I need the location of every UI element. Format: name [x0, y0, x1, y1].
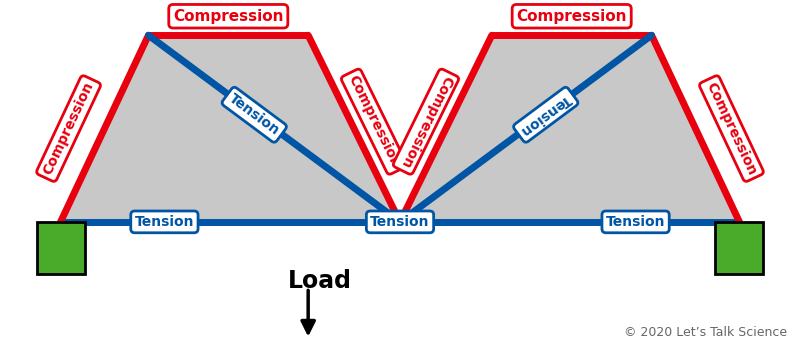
- Bar: [37, 222, 85, 274]
- Text: © 2020 Let’s Talk Science: © 2020 Let’s Talk Science: [624, 327, 787, 339]
- Text: Tension: Tension: [518, 91, 574, 138]
- Text: Compression: Compression: [173, 9, 283, 24]
- Text: Tension: Tension: [606, 215, 666, 229]
- Text: Compression: Compression: [703, 80, 759, 177]
- Text: Compression: Compression: [41, 80, 97, 177]
- Bar: [715, 222, 763, 274]
- Text: Tension: Tension: [134, 215, 194, 229]
- Text: Tension: Tension: [370, 215, 430, 229]
- Text: Compression: Compression: [517, 9, 627, 24]
- Text: Compression: Compression: [346, 73, 402, 170]
- Text: Compression: Compression: [398, 73, 454, 170]
- Text: Load: Load: [288, 269, 352, 293]
- Text: Tension: Tension: [226, 91, 282, 138]
- Polygon shape: [61, 35, 739, 222]
